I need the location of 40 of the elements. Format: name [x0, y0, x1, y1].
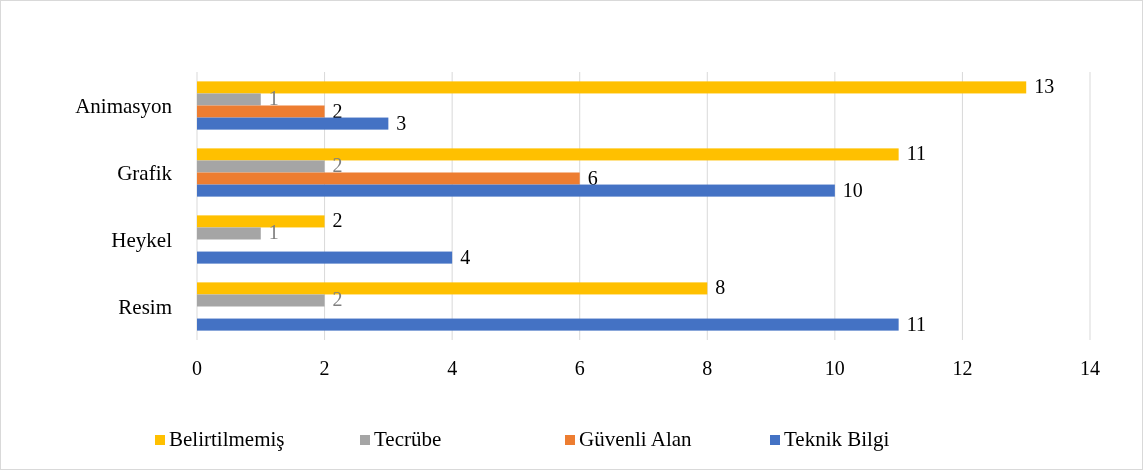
bar: [197, 251, 453, 264]
data-label: 2: [332, 288, 343, 311]
x-tick-label: 8: [702, 357, 713, 379]
x-tick-label: 2: [319, 357, 330, 379]
legend-label: Belirtilmemiş: [169, 427, 285, 451]
y-tick-label: Resim: [118, 294, 172, 319]
data-label: 6: [587, 166, 598, 189]
data-label: 11: [906, 312, 926, 335]
data-label: 10: [842, 178, 863, 201]
x-tick-label: 6: [574, 357, 585, 379]
bar: [197, 318, 899, 331]
bar: [197, 117, 389, 130]
bar: [197, 227, 261, 240]
y-tick-label: Grafik: [117, 160, 173, 185]
bar: [197, 105, 325, 118]
y-tick-label: Heykel: [111, 227, 173, 252]
data-label: 2: [332, 154, 343, 177]
data-label: 8: [715, 276, 726, 299]
data-label: 1: [268, 87, 279, 110]
legend-label: Tecrübe: [374, 427, 442, 451]
data-label: 11: [906, 142, 926, 165]
data-label: 13: [1034, 75, 1055, 98]
x-tick-label: 4: [447, 357, 458, 379]
data-label: 2: [332, 99, 343, 122]
data-label: 3: [396, 111, 407, 134]
legend-label: Teknik Bilgi: [784, 427, 890, 451]
data-label: 2: [332, 209, 343, 232]
bar: [197, 93, 261, 106]
bar: [197, 184, 835, 197]
bar: [197, 294, 325, 307]
data-label: 4: [460, 245, 471, 268]
bar: [197, 172, 580, 185]
x-tick-label: 10: [824, 357, 845, 379]
x-tick-label: 14: [1080, 357, 1100, 379]
data-label: 1: [268, 221, 279, 244]
y-tick-label: Animasyon: [75, 93, 173, 118]
bar: [197, 160, 325, 173]
x-tick-label: 0: [192, 357, 202, 379]
legend-label: Güvenli Alan: [579, 427, 693, 451]
x-tick-label: 12: [952, 357, 973, 379]
